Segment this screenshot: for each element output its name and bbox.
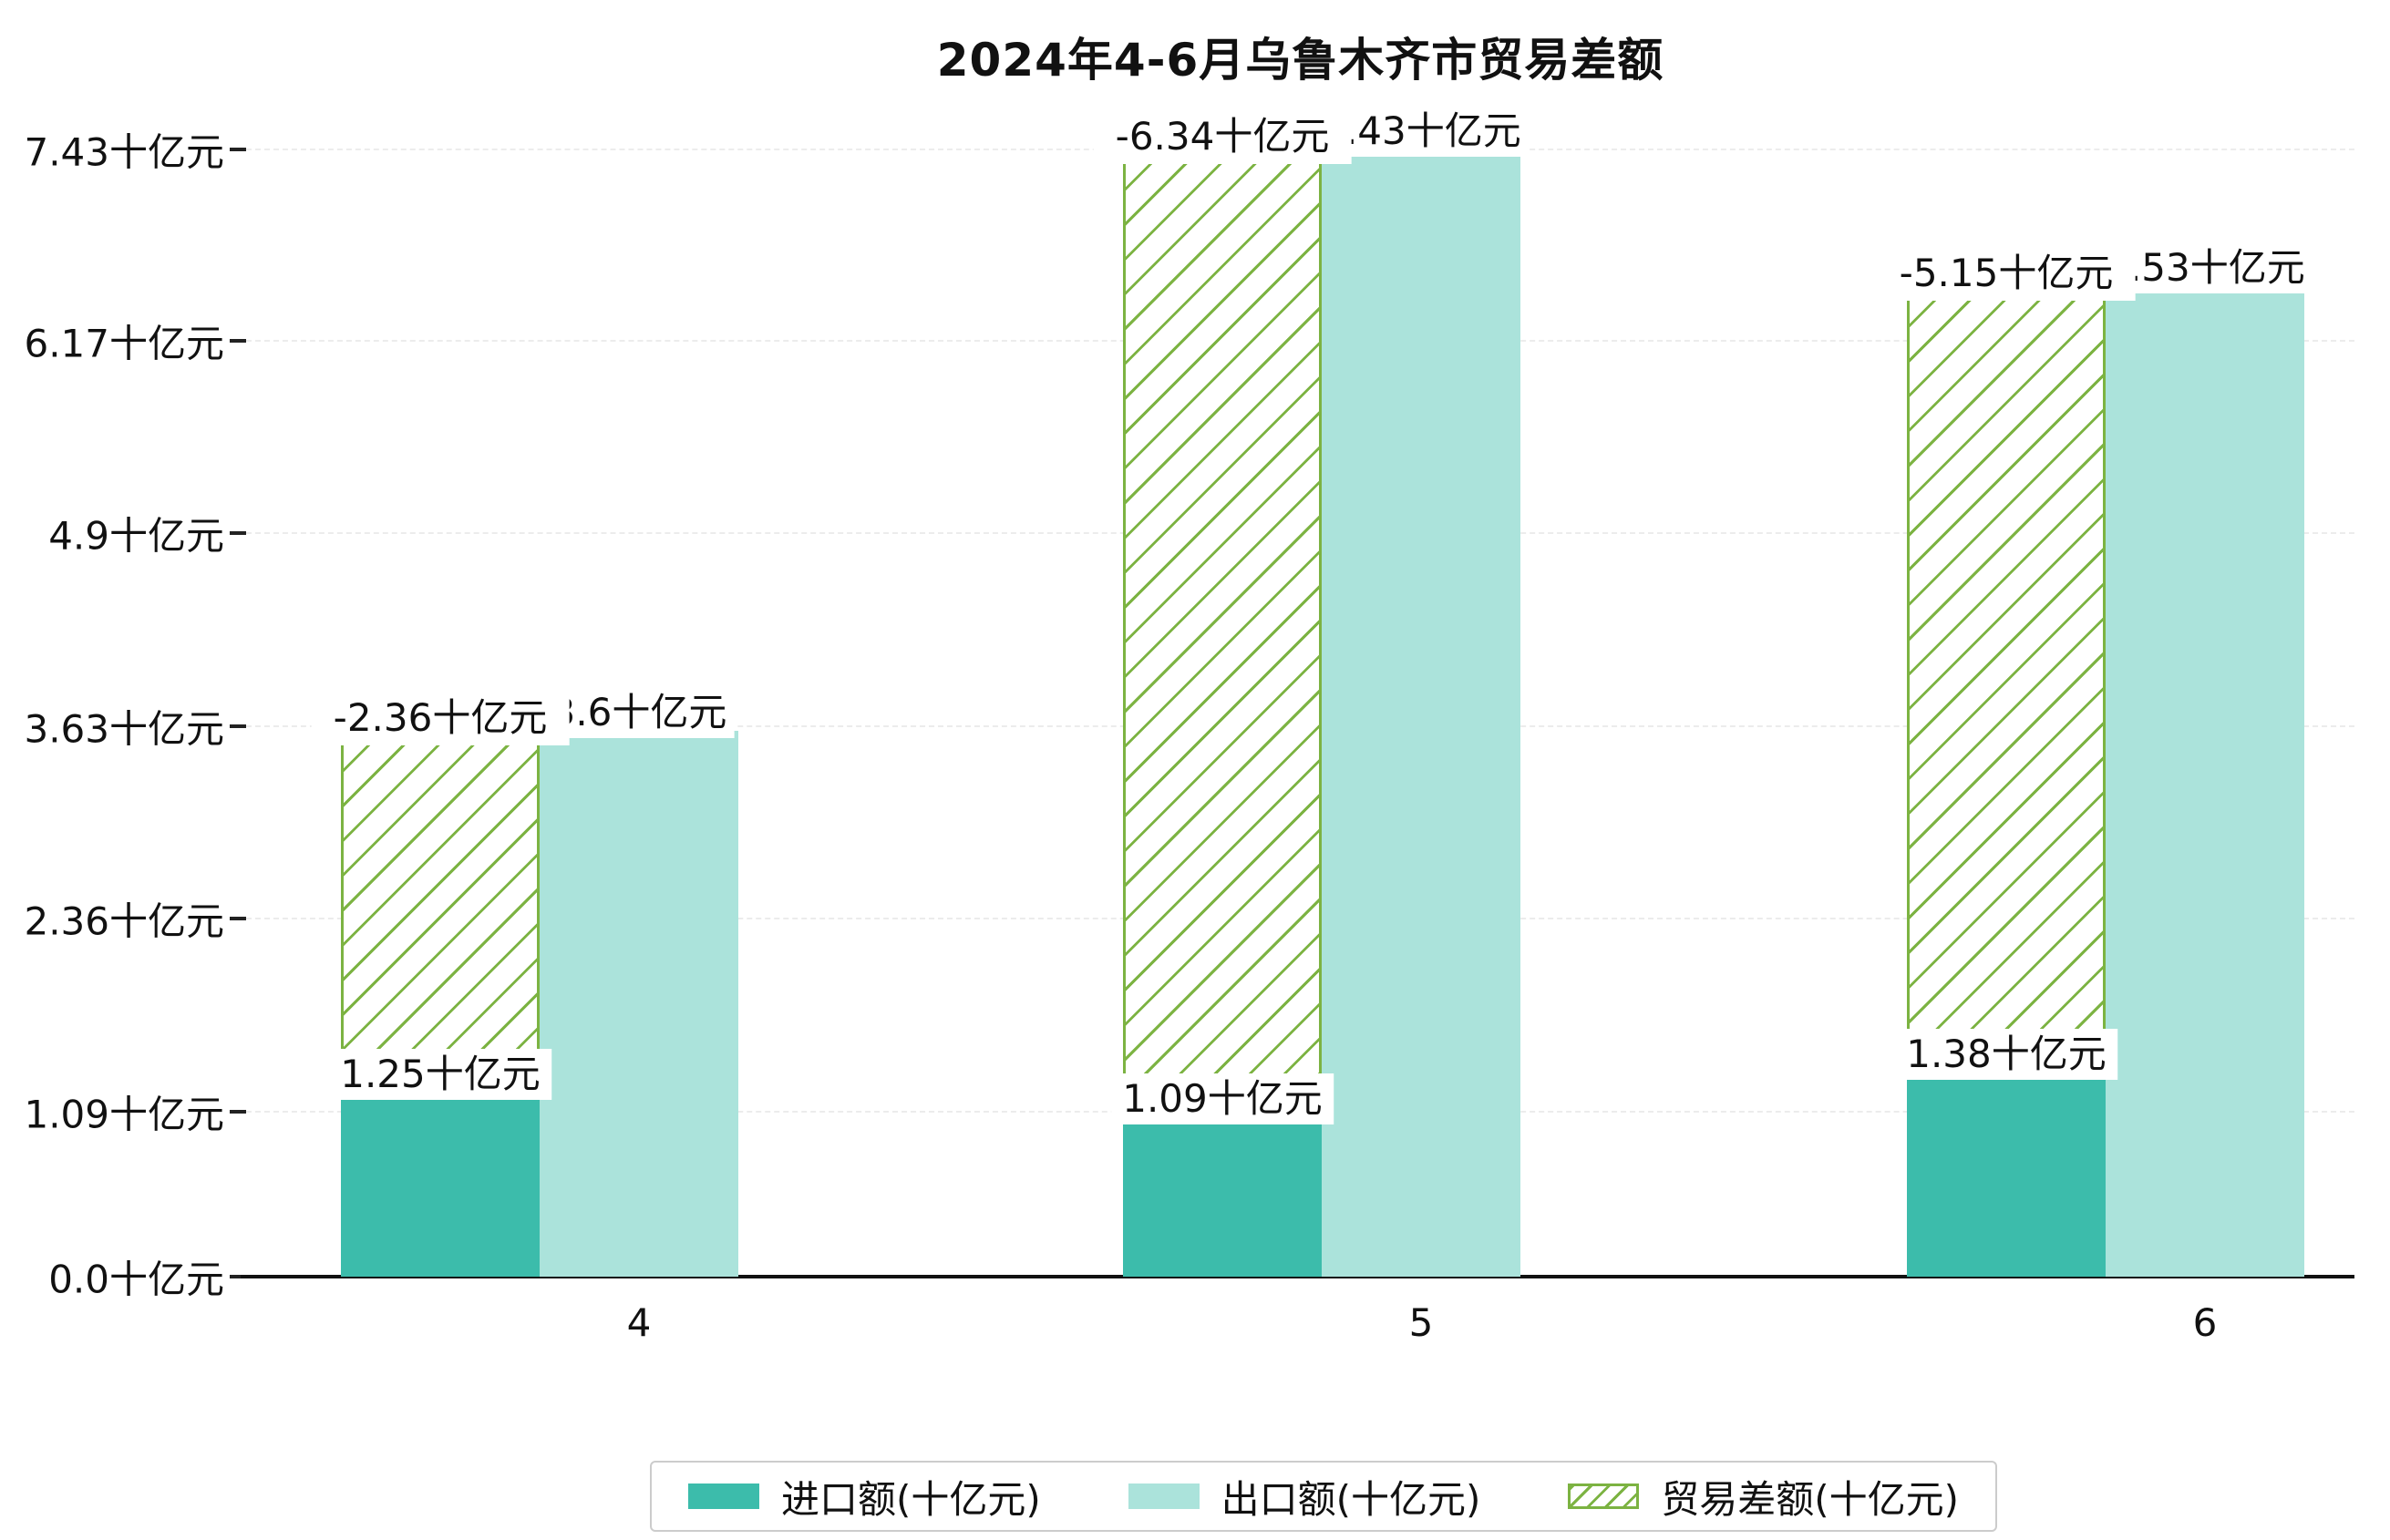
export-bar-month-6: [2106, 285, 2304, 1277]
export-bar-month-5: [1322, 149, 1520, 1277]
y-tick-mark: [230, 917, 246, 921]
y-tick-mark: [230, 724, 246, 728]
trade-balance-swatch-icon: [1568, 1484, 1640, 1509]
y-tick-label: 3.63十亿元: [24, 706, 224, 752]
y-tick-label: 1.09十亿元: [24, 1092, 224, 1137]
x-tick-label-month-4: 4: [626, 1300, 652, 1345]
x-axis-line: [241, 1275, 2354, 1278]
legend-label-import: 进口额(十亿元): [781, 1476, 1041, 1522]
y-tick-mark: [230, 1109, 246, 1114]
legend-label-export: 出口额(十亿元): [1221, 1476, 1481, 1522]
x-tick-label-month-6: 6: [2192, 1300, 2218, 1345]
legend-item-export: 出口额(十亿元): [1128, 1469, 1481, 1525]
trade-balance-value-label-month-6: -5.15十亿元: [1877, 245, 2136, 301]
y-tick-mark: [230, 338, 246, 343]
legend-item-import: 进口额(十亿元): [688, 1469, 1041, 1525]
trade-balance-bar-month-6: [1907, 285, 2106, 1068]
y-tick-label: 7.43十亿元: [24, 129, 224, 175]
import-bar-month-5: [1123, 1111, 1322, 1277]
export-bar-month-4: [540, 730, 738, 1277]
y-tick-label: 6.17十亿元: [24, 321, 224, 366]
chart-title: 2024年4-6月乌鲁木齐市贸易差额: [936, 34, 1664, 87]
import-bar-month-6: [1907, 1067, 2106, 1277]
y-tick-mark: [230, 148, 246, 151]
y-tick-label: 4.9十亿元: [48, 513, 224, 559]
legend-item-trade-balance: 贸易差额(十亿元): [1568, 1469, 1959, 1525]
export-value-label-month-4: 3.6十亿元: [543, 686, 735, 738]
import-bar-month-4: [341, 1086, 540, 1277]
y-tick-label: 0.0十亿元: [48, 1257, 224, 1302]
import-value-label-month-5: 1.09十亿元: [1111, 1073, 1334, 1124]
trade-balance-bar-month-5: [1123, 149, 1322, 1112]
trade-balance-value-label-month-4: -2.36十亿元: [311, 690, 570, 745]
trade-balance-value-label-month-5: -6.34十亿元: [1093, 109, 1352, 164]
legend-label-trade-balance: 贸易差额(十亿元): [1661, 1476, 1959, 1522]
import-value-label-month-4: 1.25十亿元: [329, 1048, 551, 1100]
import-swatch-icon: [688, 1484, 759, 1509]
trade-balance-bar-month-4: [341, 730, 540, 1087]
y-tick-mark: [230, 1275, 246, 1278]
y-tick-label: 2.36十亿元: [24, 898, 224, 944]
import-value-label-month-6: 1.38十亿元: [1895, 1029, 2117, 1081]
export-swatch-icon: [1128, 1484, 1200, 1509]
x-tick-label-month-5: 5: [1408, 1300, 1434, 1345]
legend: 进口额(十亿元) 出口额(十亿元) 贸易差额(十亿元): [650, 1461, 1997, 1532]
y-tick-mark: [230, 531, 246, 536]
